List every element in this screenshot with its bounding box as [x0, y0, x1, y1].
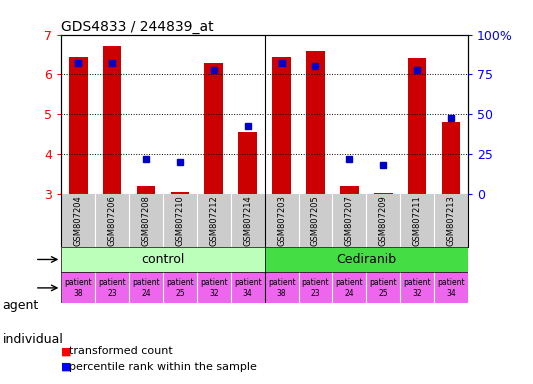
Text: GSM807212: GSM807212 — [209, 195, 219, 246]
Text: GSM807210: GSM807210 — [175, 195, 184, 246]
Text: GSM807207: GSM807207 — [345, 195, 354, 246]
Text: GSM807204: GSM807204 — [74, 195, 83, 246]
Bar — [408, 58, 426, 194]
Text: agent: agent — [3, 299, 39, 312]
Bar — [340, 186, 359, 194]
Text: patient
32: patient 32 — [403, 278, 431, 298]
Text: patient
38: patient 38 — [268, 278, 295, 298]
Text: patient
24: patient 24 — [336, 278, 363, 298]
Bar — [442, 122, 461, 194]
Text: patient
32: patient 32 — [200, 278, 228, 298]
Text: patient
34: patient 34 — [234, 278, 262, 298]
Bar — [238, 132, 257, 194]
Text: patient
38: patient 38 — [64, 278, 92, 298]
Text: GSM807205: GSM807205 — [311, 195, 320, 246]
Text: GSM807214: GSM807214 — [243, 195, 252, 246]
Text: percentile rank within the sample: percentile rank within the sample — [69, 362, 257, 372]
Text: transformed count: transformed count — [69, 346, 173, 356]
Text: patient
25: patient 25 — [369, 278, 397, 298]
Text: GSM807203: GSM807203 — [277, 195, 286, 246]
Bar — [272, 56, 291, 194]
Text: patient
34: patient 34 — [437, 278, 465, 298]
Text: individual: individual — [3, 333, 63, 346]
Bar — [69, 56, 87, 194]
Bar — [136, 186, 155, 194]
Text: GSM807206: GSM807206 — [108, 195, 117, 246]
Bar — [61, 247, 264, 272]
Text: patient
23: patient 23 — [302, 278, 329, 298]
Text: patient
25: patient 25 — [166, 278, 193, 298]
Bar — [205, 63, 223, 194]
Text: control: control — [141, 253, 184, 266]
Text: GSM807209: GSM807209 — [379, 195, 387, 246]
Text: Cediranib: Cediranib — [336, 253, 397, 266]
Text: ■: ■ — [61, 362, 75, 372]
Text: GSM807208: GSM807208 — [142, 195, 150, 246]
Bar — [306, 51, 325, 194]
Text: GSM807213: GSM807213 — [447, 195, 456, 246]
Text: GDS4833 / 244839_at: GDS4833 / 244839_at — [61, 20, 214, 33]
Bar — [374, 192, 393, 194]
Bar — [103, 46, 122, 194]
Text: ■: ■ — [61, 346, 75, 356]
Text: patient
24: patient 24 — [132, 278, 160, 298]
Text: GSM807211: GSM807211 — [413, 195, 422, 246]
Bar — [171, 192, 189, 194]
Bar — [264, 247, 468, 272]
Text: patient
23: patient 23 — [98, 278, 126, 298]
